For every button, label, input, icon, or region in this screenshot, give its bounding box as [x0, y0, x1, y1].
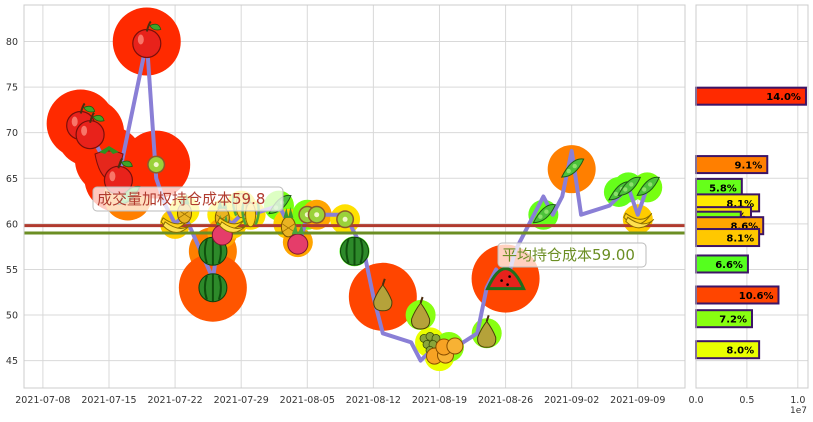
distribution-bar: 8.0%: [695, 340, 761, 360]
distribution-bar: 14.0%: [695, 86, 807, 106]
cost-label-box: [497, 242, 647, 268]
pear-icon: [477, 314, 497, 348]
watermelon-icon: [485, 267, 526, 291]
kiwi-icon: [336, 210, 355, 229]
apple-icon: [75, 111, 105, 150]
watermelon-icon: [340, 236, 369, 266]
distribution-x-tick-label: 0.5: [739, 395, 754, 406]
distribution-frame: [695, 4, 809, 389]
distribution-bar: 9.1%: [695, 155, 769, 175]
x-tick-label: 2021-08-12: [346, 395, 401, 406]
peapod-icon: [560, 158, 585, 178]
x-tick-label: 2021-08-19: [412, 395, 467, 406]
cost-label-text: 成交量加权持仓成本59.8: [97, 190, 265, 208]
apple-icon: [132, 20, 162, 59]
distribution-x-tick-label: 1.0: [790, 395, 805, 406]
y-tick-label: 75: [6, 83, 18, 94]
distribution-bar-label: 8.6%: [730, 222, 758, 233]
distribution-bar-label: 8.1%: [726, 199, 754, 210]
peapod-icon: [617, 176, 642, 196]
distribution-bar-label: 9.1%: [735, 161, 763, 172]
y-tick-label: 70: [6, 128, 18, 139]
y-tick-label: 65: [6, 174, 18, 185]
radish-icon: [287, 224, 309, 255]
x-tick-label: 2021-09-09: [610, 395, 665, 406]
distribution-x-tick-label: 0.0: [688, 395, 703, 406]
x-offset-label: 1e7: [790, 406, 807, 416]
watermelon-icon: [198, 273, 228, 303]
y-tick-label: 55: [6, 265, 18, 276]
distribution-bar: 6.6%: [695, 254, 749, 274]
banana-icon: [623, 212, 655, 229]
cost-line-labels: 成交量加权持仓成本59.8 平均持仓成本59.00: [92, 186, 647, 268]
x-tick-label: 2021-07-08: [15, 395, 70, 406]
distribution-bars: 14.0%9.1%5.8%8.1%7.0%5.8%8.6%8.1%6.6%10.…: [695, 86, 807, 360]
kiwi-icon: [147, 155, 166, 174]
price-chart-frame: [23, 4, 686, 389]
y-tick-label: 45: [6, 356, 18, 367]
distribution-bar-label: 5.8%: [709, 183, 737, 194]
peapod-icon: [532, 204, 557, 224]
y-tick-label: 80: [6, 37, 18, 48]
volume-distribution-chart: 14.0%9.1%5.8%8.1%7.0%5.8%8.6%8.1%6.6%10.…: [688, 4, 809, 416]
pear-icon: [373, 278, 393, 312]
distribution-bar: 5.8%: [695, 177, 743, 197]
distribution-bar-label: 6.6%: [715, 260, 743, 271]
distribution-bar-label: 7.2%: [719, 315, 747, 326]
price-chart-ticks: 45 50 55 60 65 70 75 80 2021-07-08 2021-07-15 2021…: [6, 37, 665, 406]
x-tick-label: 2021-09-02: [544, 395, 599, 406]
cost-label-text: 平均持仓成本59.00: [502, 246, 635, 264]
x-tick-label: 2021-07-15: [81, 395, 136, 406]
cost-lines: [24, 224, 685, 235]
x-tick-label: 2021-08-26: [478, 395, 533, 406]
distribution-bar-label: 14.0%: [766, 92, 801, 103]
distribution-bar: 8.1%: [695, 228, 761, 248]
distribution-bar-label: 10.6%: [739, 291, 774, 302]
distribution-bar: 7.2%: [695, 309, 753, 329]
x-tick-label: 2021-08-05: [280, 395, 335, 406]
x-tick-label: 2021-07-29: [214, 395, 269, 406]
peapod-icon: [636, 176, 660, 196]
pineapple-icon: [280, 206, 296, 238]
cost-label-box: [92, 186, 284, 212]
pear-icon: [411, 296, 431, 330]
x-tick-label: 2021-07-22: [147, 395, 202, 406]
price-chart: 成交量加权持仓成本59.8 平均持仓成本59.00 45 50 55 60 65 70 75 8…: [6, 4, 686, 406]
distribution-bar: 10.6%: [695, 285, 780, 305]
distribution-bar-label: 8.1%: [726, 234, 754, 245]
y-tick-label: 60: [6, 219, 18, 230]
distribution-bar-label: 8.0%: [726, 346, 754, 357]
kiwi-icon: [307, 205, 326, 224]
distribution-ticks: 0.0 0.5 1.0: [688, 395, 805, 406]
orange-icon: [435, 337, 464, 356]
y-tick-label: 50: [6, 311, 18, 322]
